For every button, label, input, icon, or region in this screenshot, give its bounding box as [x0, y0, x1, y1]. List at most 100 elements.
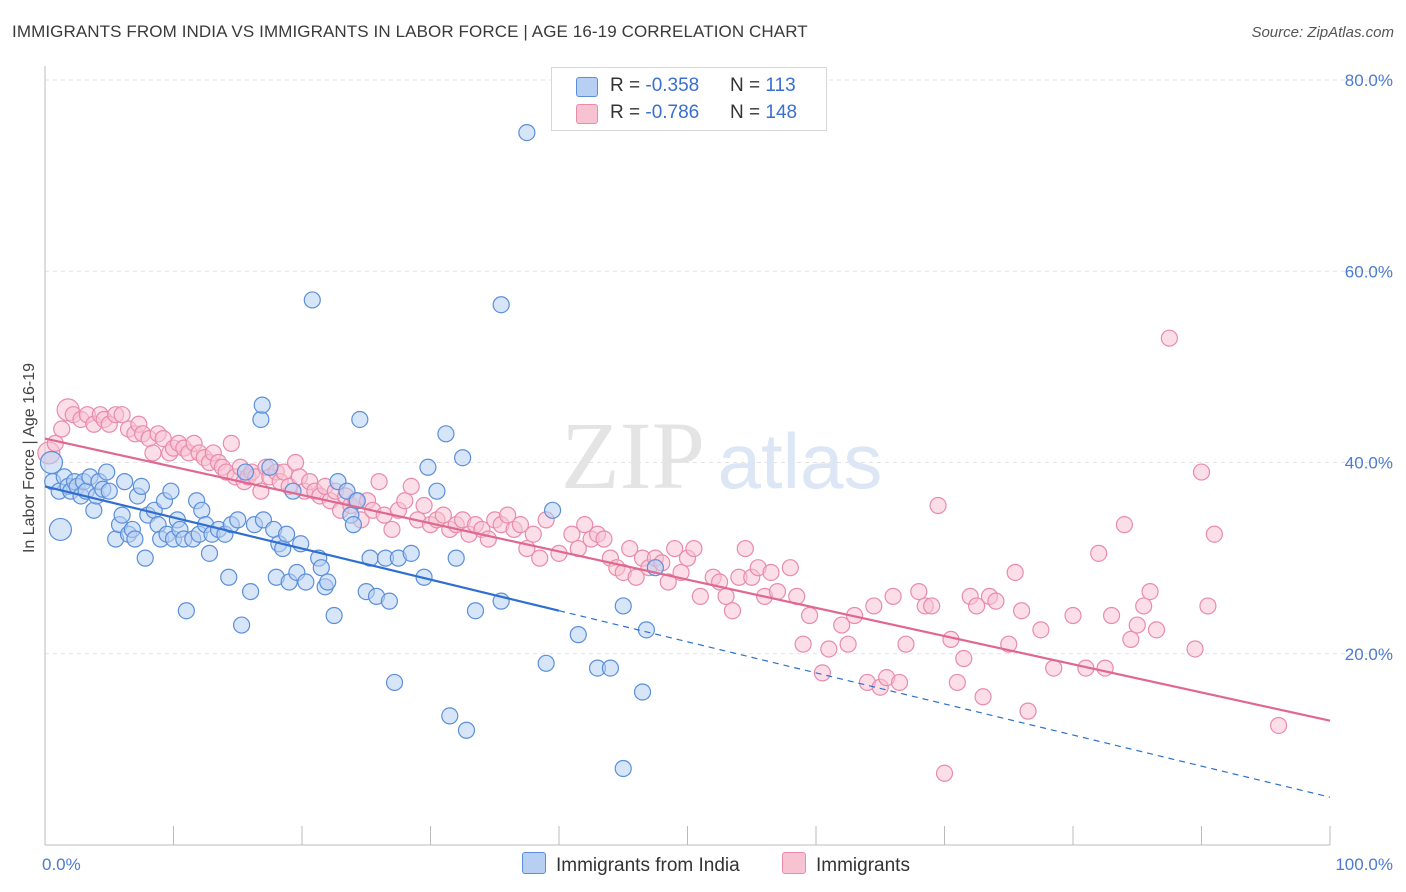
point-immigrants	[820, 640, 838, 658]
legend-n-label: N =	[730, 102, 766, 123]
trendlines	[44, 437, 1331, 798]
point-immigrants	[884, 587, 902, 605]
point-immigrants	[910, 582, 928, 601]
point-india	[252, 410, 270, 429]
point-immigrants	[717, 587, 735, 605]
legend-r-value: -0.358	[645, 75, 700, 96]
point-india	[466, 602, 485, 620]
legend-swatch-india	[576, 77, 598, 97]
point-immigrants	[1019, 702, 1037, 720]
point-india	[126, 530, 144, 548]
point-india	[633, 683, 652, 701]
legend-r-india: R = -0.358	[610, 75, 699, 97]
point-immigrants	[813, 664, 832, 682]
point-immigrants	[1128, 616, 1146, 634]
point-india	[348, 492, 366, 510]
point-india	[428, 482, 446, 500]
point-immigrants	[1269, 716, 1288, 735]
point-immigrants	[1205, 525, 1223, 543]
point-immigrants	[576, 516, 594, 534]
point-india	[85, 501, 103, 519]
point-immigrants	[691, 587, 709, 605]
point-immigrants	[794, 635, 812, 653]
correlation-legend: R = -0.358 N = 113 R = -0.786 N = 148	[551, 67, 827, 131]
point-immigrants	[987, 592, 1005, 610]
point-india	[193, 501, 211, 519]
x-tick-label-max: 100.0%	[1335, 855, 1393, 874]
point-immigrants	[723, 602, 742, 620]
point-immigrants	[434, 506, 452, 524]
bottom-legend-swatch-immigrants	[782, 852, 806, 874]
point-immigrants	[383, 520, 401, 539]
source-attribution[interactable]: Source: ZipAtlas.com	[1251, 24, 1394, 41]
point-immigrants	[1045, 659, 1063, 677]
point-immigrants	[935, 764, 954, 782]
point-india	[177, 602, 195, 620]
bottom-legend-immigrants[interactable]: Immigrants	[782, 852, 910, 877]
point-immigrants	[1141, 582, 1159, 601]
legend-r-value: -0.786	[645, 102, 700, 123]
y-tick-labels: 20.0% 40.0% 60.0% 80.0%	[1345, 71, 1393, 664]
point-immigrants	[46, 434, 64, 452]
legend-r-immigrants: R = -0.786	[610, 102, 699, 124]
legend-r-label: R =	[610, 75, 646, 96]
point-immigrants	[736, 539, 754, 558]
point-immigrants	[1096, 659, 1114, 677]
y-tick-label: 40.0%	[1345, 454, 1393, 473]
point-immigrants	[890, 673, 909, 692]
point-india	[319, 573, 337, 591]
point-india	[200, 544, 219, 562]
point-immigrants	[1115, 516, 1134, 534]
legend-n-value: 148	[765, 102, 798, 123]
point-india	[48, 517, 73, 542]
legend-r-label: R =	[610, 102, 646, 123]
point-india	[116, 473, 134, 491]
point-immigrants	[524, 525, 542, 543]
point-india	[261, 458, 279, 476]
point-india	[344, 516, 362, 534]
x-tick-labels: 0.0% 100.0%	[42, 855, 1393, 874]
point-india	[325, 606, 343, 625]
point-india	[447, 549, 465, 567]
point-india	[601, 659, 620, 677]
point-india	[113, 506, 131, 524]
watermark-atlas: atlas	[718, 417, 883, 505]
point-india	[441, 707, 459, 725]
bottom-legend-swatch-india	[522, 852, 546, 874]
bottom-legend-label-immigrants: Immigrants	[816, 855, 910, 876]
point-immigrants	[1186, 640, 1204, 658]
watermark-zip: ZIP	[561, 402, 705, 509]
point-immigrants	[762, 563, 780, 582]
point-india	[385, 673, 404, 692]
point-immigrants	[1032, 621, 1050, 639]
point-immigrants	[1160, 329, 1178, 347]
point-immigrants	[923, 597, 941, 615]
point-india	[136, 549, 154, 567]
legend-n-india: N = 113	[730, 75, 796, 97]
y-axis-title: In Labor Force | Age 16-19	[21, 363, 38, 553]
legend-swatch-immigrants	[576, 104, 598, 124]
point-immigrants	[659, 573, 677, 591]
point-immigrants	[1192, 463, 1211, 481]
point-india	[98, 463, 116, 481]
point-india	[297, 573, 315, 591]
point-immigrants	[1064, 606, 1082, 625]
bottom-legend-india[interactable]: Immigrants from India	[522, 852, 740, 877]
point-india	[351, 410, 369, 429]
point-immigrants	[286, 453, 305, 472]
gridlines	[45, 79, 1392, 655]
point-india	[236, 463, 255, 481]
point-india	[233, 616, 251, 634]
series-immigrants-points	[37, 329, 1288, 782]
point-india	[457, 721, 476, 739]
point-immigrants	[948, 673, 966, 692]
point-immigrants	[955, 649, 973, 668]
point-immigrants	[968, 597, 986, 615]
point-immigrants	[511, 516, 530, 534]
point-india	[614, 597, 632, 615]
point-immigrants	[415, 496, 433, 515]
y-tick-label: 20.0%	[1345, 645, 1393, 664]
trendline-india	[44, 485, 560, 612]
point-india	[543, 501, 562, 519]
